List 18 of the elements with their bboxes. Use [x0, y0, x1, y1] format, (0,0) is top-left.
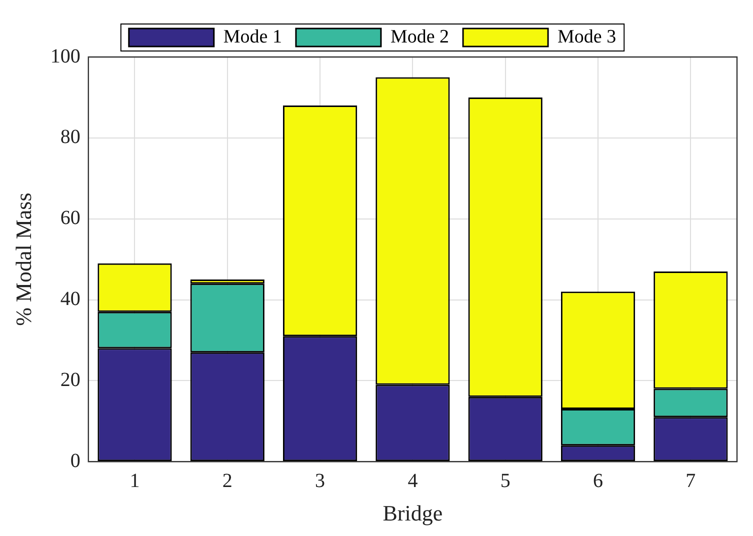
x-axis-title: Bridge [382, 500, 443, 526]
legend-label: Mode 3 [558, 26, 616, 48]
x-tick-label: 4 [408, 470, 418, 492]
y-tick-label: 80 [60, 126, 80, 148]
x-tick-label: 1 [130, 470, 140, 492]
y-tick-label: 100 [50, 45, 80, 68]
x-tick-label: 5 [500, 470, 510, 492]
y-tick-label: 20 [60, 368, 80, 391]
x-tick-label: 7 [686, 470, 696, 492]
y-tick-label: 60 [60, 207, 80, 230]
legend-label: Mode 2 [390, 26, 450, 48]
x-tick-label: 3 [315, 470, 326, 492]
x-tick-label: 6 [593, 470, 604, 492]
legend-label: Mode 1 [223, 26, 282, 48]
y-tick-label: 40 [60, 288, 80, 310]
y-tick-label: 0 [70, 450, 80, 472]
x-tick-label: 2 [222, 470, 232, 492]
y-axis-title: % Modal Mass [10, 192, 36, 326]
